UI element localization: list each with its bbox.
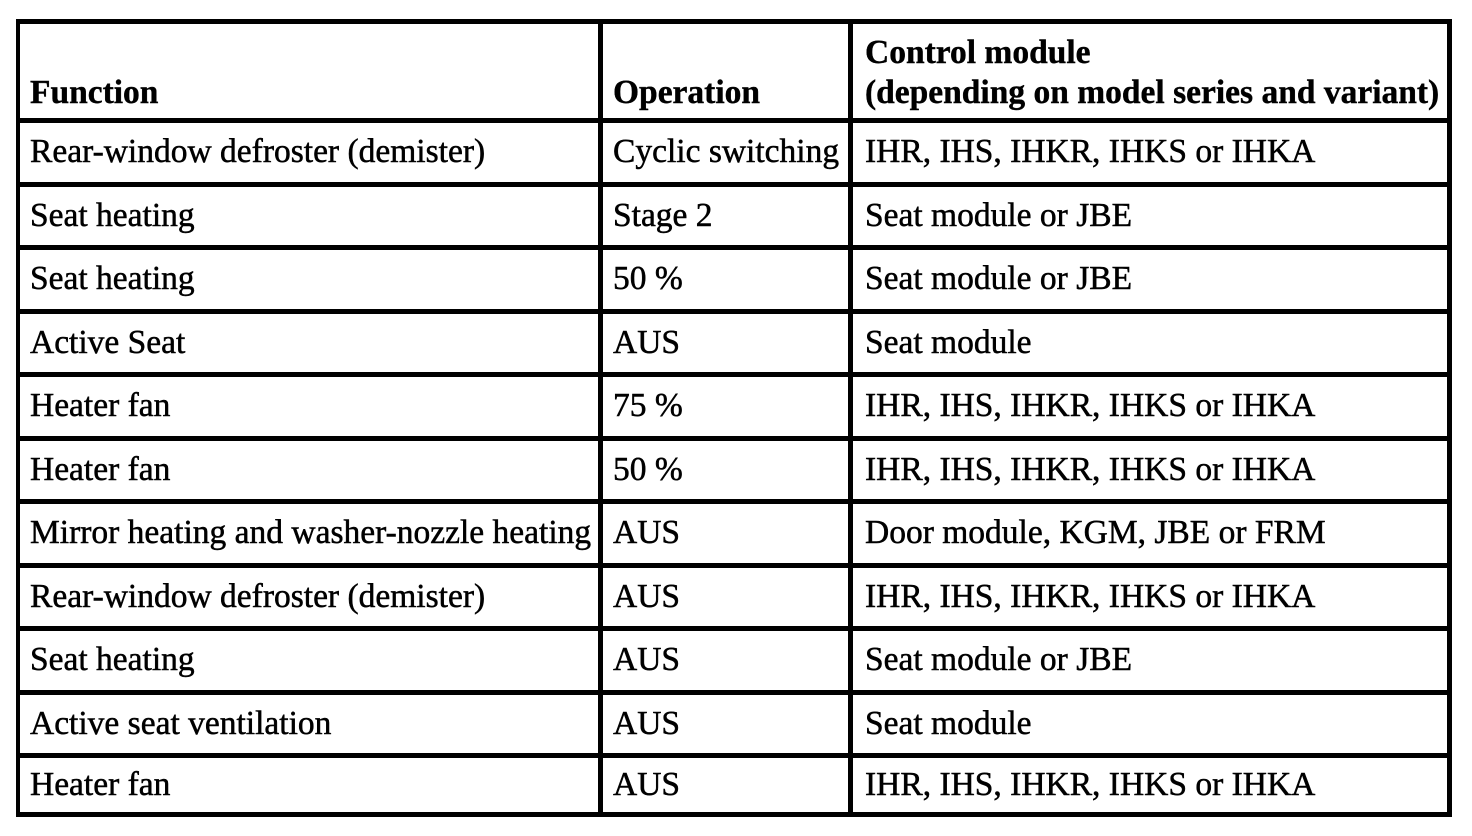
control-module-cell: IHR, IHS, IHKR, IHKS or IHKA — [853, 123, 1452, 187]
function-cell: Active seat ventilation — [20, 694, 603, 758]
function-cell: Seat heating — [20, 186, 603, 250]
operation-cell: AUS — [603, 758, 853, 817]
function-cell: Rear-window defroster (demister) — [20, 123, 603, 187]
col-header-operation: Operation — [603, 24, 853, 123]
function-cell: Seat heating — [20, 631, 603, 695]
control-module-cell: IHR, IHS, IHKR, IHKS or IHKA — [853, 377, 1452, 441]
control-module-cell: Seat module or JBE — [853, 250, 1452, 314]
control-module-cell: Seat module or JBE — [853, 186, 1452, 250]
function-cell: Seat heating — [20, 250, 603, 314]
operation-cell: 50 % — [603, 250, 853, 314]
control-module-cell: Seat module — [853, 694, 1452, 758]
col-header-function: Function — [20, 24, 603, 123]
operation-cell: 75 % — [603, 377, 853, 441]
control-module-cell: Door module, KGM, JBE or FRM — [853, 504, 1452, 568]
operation-cell: AUS — [603, 313, 853, 377]
operation-cell: Stage 2 — [603, 186, 853, 250]
function-cell: Heater fan — [20, 440, 603, 504]
operation-cell: Cyclic switching — [603, 123, 853, 187]
function-cell: Rear-window defroster (demister) — [20, 567, 603, 631]
operation-cell: AUS — [603, 631, 853, 695]
operation-cell: 50 % — [603, 440, 853, 504]
operation-cell: AUS — [603, 504, 853, 568]
control-module-cell: Seat module — [853, 313, 1452, 377]
operation-cell: AUS — [603, 694, 853, 758]
control-module-cell: Seat module or JBE — [853, 631, 1452, 695]
col-header-control-module-label: Control module (depending on model series… — [865, 34, 1440, 111]
col-header-control-module: Control module (depending on model series… — [853, 24, 1452, 123]
function-cell: Heater fan — [20, 377, 603, 441]
function-cell: Heater fan — [20, 758, 603, 817]
function-cell: Active Seat — [20, 313, 603, 377]
col-header-function-label: Function — [30, 74, 159, 111]
operation-cell: AUS — [603, 567, 853, 631]
function-cell: Mirror heating and washer-nozzle heating — [20, 504, 603, 568]
control-module-table: Function Operation Control module (depend… — [16, 19, 1452, 817]
control-module-cell: IHR, IHS, IHKR, IHKS or IHKA — [853, 758, 1452, 817]
col-header-operation-label: Operation — [613, 74, 761, 111]
control-module-cell: IHR, IHS, IHKR, IHKS or IHKA — [853, 567, 1452, 631]
control-module-cell: IHR, IHS, IHKR, IHKS or IHKA — [853, 440, 1452, 504]
